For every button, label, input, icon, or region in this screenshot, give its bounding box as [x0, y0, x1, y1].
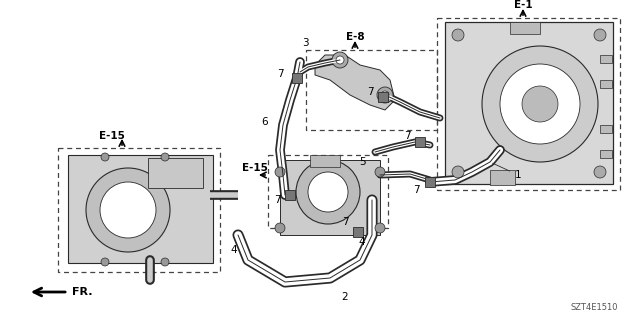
Text: E-8: E-8 [346, 32, 364, 42]
Text: 5: 5 [360, 157, 366, 167]
Circle shape [100, 182, 156, 238]
Text: SZT4E1510: SZT4E1510 [570, 303, 618, 312]
Circle shape [452, 166, 464, 178]
Text: 7: 7 [276, 69, 284, 79]
Circle shape [161, 153, 169, 161]
Text: 7: 7 [404, 131, 410, 141]
Circle shape [275, 223, 285, 233]
Bar [268, 155, 388, 228]
Circle shape [86, 168, 170, 252]
Circle shape [594, 29, 606, 41]
Bar [425, 177, 435, 187]
Bar [600, 125, 612, 133]
Bar [415, 137, 425, 147]
Bar [490, 170, 515, 185]
Circle shape [482, 46, 598, 162]
Circle shape [377, 87, 393, 103]
Circle shape [296, 160, 360, 224]
Text: 6: 6 [262, 117, 268, 127]
Text: E-15: E-15 [99, 131, 125, 141]
Circle shape [101, 153, 109, 161]
Text: 2: 2 [342, 292, 348, 302]
Bar [353, 227, 363, 237]
Bar [148, 158, 203, 188]
Circle shape [452, 29, 464, 41]
Circle shape [375, 223, 385, 233]
Circle shape [332, 52, 348, 68]
Text: 7: 7 [342, 217, 348, 227]
Circle shape [101, 258, 109, 266]
Text: 7: 7 [274, 195, 280, 205]
Circle shape [308, 172, 348, 212]
Text: 1: 1 [493, 163, 522, 180]
Circle shape [594, 166, 606, 178]
Bar [445, 22, 613, 184]
Text: 4: 4 [358, 237, 365, 247]
Bar [600, 150, 612, 158]
Bar [68, 155, 213, 263]
Bar [510, 22, 540, 34]
Bar [292, 73, 302, 83]
Bar [378, 92, 388, 102]
Text: 7: 7 [367, 87, 373, 97]
Circle shape [375, 167, 385, 177]
Circle shape [381, 91, 389, 99]
Bar [306, 50, 437, 130]
Text: E-15: E-15 [242, 163, 268, 173]
Circle shape [336, 56, 344, 64]
Text: E-1: E-1 [514, 0, 532, 10]
Circle shape [500, 64, 580, 144]
Circle shape [161, 258, 169, 266]
Text: 3: 3 [301, 38, 308, 48]
Circle shape [275, 167, 285, 177]
Text: 7: 7 [413, 185, 419, 195]
Bar [58, 148, 220, 272]
Bar [437, 18, 620, 190]
Text: FR.: FR. [72, 287, 93, 297]
Bar [600, 55, 612, 63]
Text: 4: 4 [230, 245, 237, 255]
Bar [285, 190, 295, 200]
Circle shape [522, 86, 558, 122]
Bar [310, 155, 340, 167]
Polygon shape [315, 55, 395, 110]
Bar [280, 160, 380, 235]
Bar [600, 80, 612, 88]
